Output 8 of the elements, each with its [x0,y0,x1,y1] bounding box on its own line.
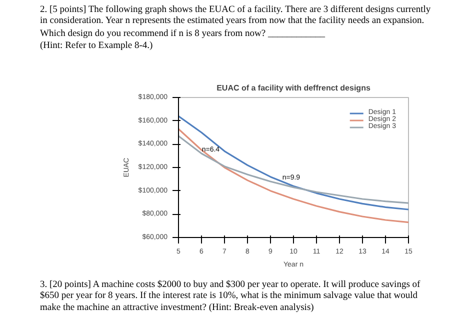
line-series [178,135,408,204]
text: 3. [20 points] A machine costs $2000 to buy and $300 per year to operate. It will produce savings of $650 per year for 8 years. If the interest rate is 10%, what is the minimum salvage value that would make the machine an attractive investment? (Hint: Break-even analysis) [40,280,422,314]
line-series [178,115,408,210]
chart-title: EUAC of a facility with deffrenct designs [216,84,371,92]
line-series [178,128,408,224]
text: Which design do you recommend if n is 8 years from now? ____________ [40,28,326,40]
text: (Hint: Refer to Example 8-4.) [40,41,154,53]
text: 2. [5 points] The following graph shows the EUAC of a facility. There are 3 different designs currently in consideration. Year n represents the estimated years from now that the facility needs an expansion. [40,5,432,28]
